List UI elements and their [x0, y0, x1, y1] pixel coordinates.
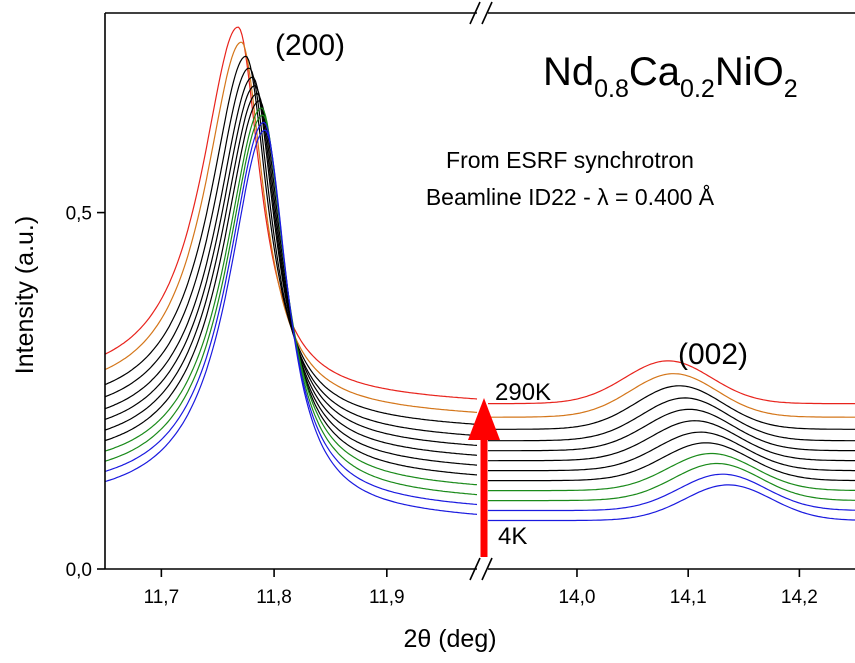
curve-4-segment-002 — [488, 397, 855, 442]
curve-12-segment-002 — [488, 484, 855, 522]
y-ticks: 0,0 0,5 — [66, 204, 105, 581]
formula-ca: Ca — [629, 50, 681, 94]
compound-formula: Nd0.8Ca0.2NiO2 — [543, 50, 798, 103]
curve-7-segment-200 — [104, 92, 478, 466]
temp-label-low: 4K — [498, 523, 527, 550]
curve-3-segment-200 — [104, 55, 478, 425]
x-tick-label: 11,8 — [256, 587, 292, 608]
source-line-1: From ESRF synchrotron — [446, 147, 694, 173]
y-axis-title: Intensity (a.u.) — [11, 216, 39, 374]
curve-1-segment-002 — [488, 360, 855, 405]
peak-label-200: (200) — [275, 29, 345, 62]
formula-sub-02: 0.2 — [680, 75, 715, 103]
curve-2-segment-200 — [104, 41, 478, 413]
formula-sub-2: 2 — [784, 75, 798, 103]
x-tick-label: 11,9 — [369, 587, 405, 608]
formula-sub-08: 0.8 — [594, 75, 629, 103]
curve-9-segment-200 — [104, 107, 478, 486]
curve-2-segment-002 — [488, 373, 855, 418]
curve-4-segment-200 — [104, 67, 478, 437]
curve-6-segment-002 — [488, 420, 855, 462]
curve-5-segment-200 — [104, 76, 478, 446]
curve-9-segment-002 — [488, 452, 855, 492]
x-ticks: 11,7 11,8 11,9 14,0 14,1 14,2 — [144, 569, 818, 608]
curve-8-segment-002 — [488, 442, 855, 482]
diffraction-curves — [104, 26, 855, 522]
curve-12-segment-200 — [104, 129, 478, 515]
peak-label-002: (002) — [678, 338, 748, 371]
curve-5-segment-002 — [488, 408, 855, 452]
source-line-2: Beamline ID22 - λ = 0.400 Å — [426, 183, 715, 210]
curve-10-segment-200 — [104, 114, 478, 496]
curve-6-segment-200 — [104, 85, 478, 456]
x-tick-label: 14,0 — [558, 587, 595, 608]
x-tick-label: 14,1 — [670, 587, 707, 608]
plot-frame — [104, 12, 855, 570]
x-tick-label: 14,2 — [781, 587, 818, 608]
curve-7-segment-002 — [488, 431, 855, 472]
formula-nd: Nd — [543, 50, 594, 94]
curve-3-segment-002 — [488, 385, 855, 430]
x-axis-title: 2θ (deg) — [403, 625, 496, 653]
curve-10-segment-002 — [488, 462, 855, 502]
x-tick-label: 11,7 — [144, 587, 180, 608]
y-tick-label: 0,5 — [66, 204, 92, 225]
formula-nio: NiO — [715, 50, 784, 94]
curve-1-segment-200 — [104, 26, 478, 400]
curve-11-segment-002 — [488, 473, 855, 512]
temperature-arrow — [468, 398, 500, 557]
axis-break-marks — [469, 1, 493, 581]
y-tick-label: 0,0 — [66, 560, 92, 581]
temp-label-high: 290K — [495, 379, 551, 406]
